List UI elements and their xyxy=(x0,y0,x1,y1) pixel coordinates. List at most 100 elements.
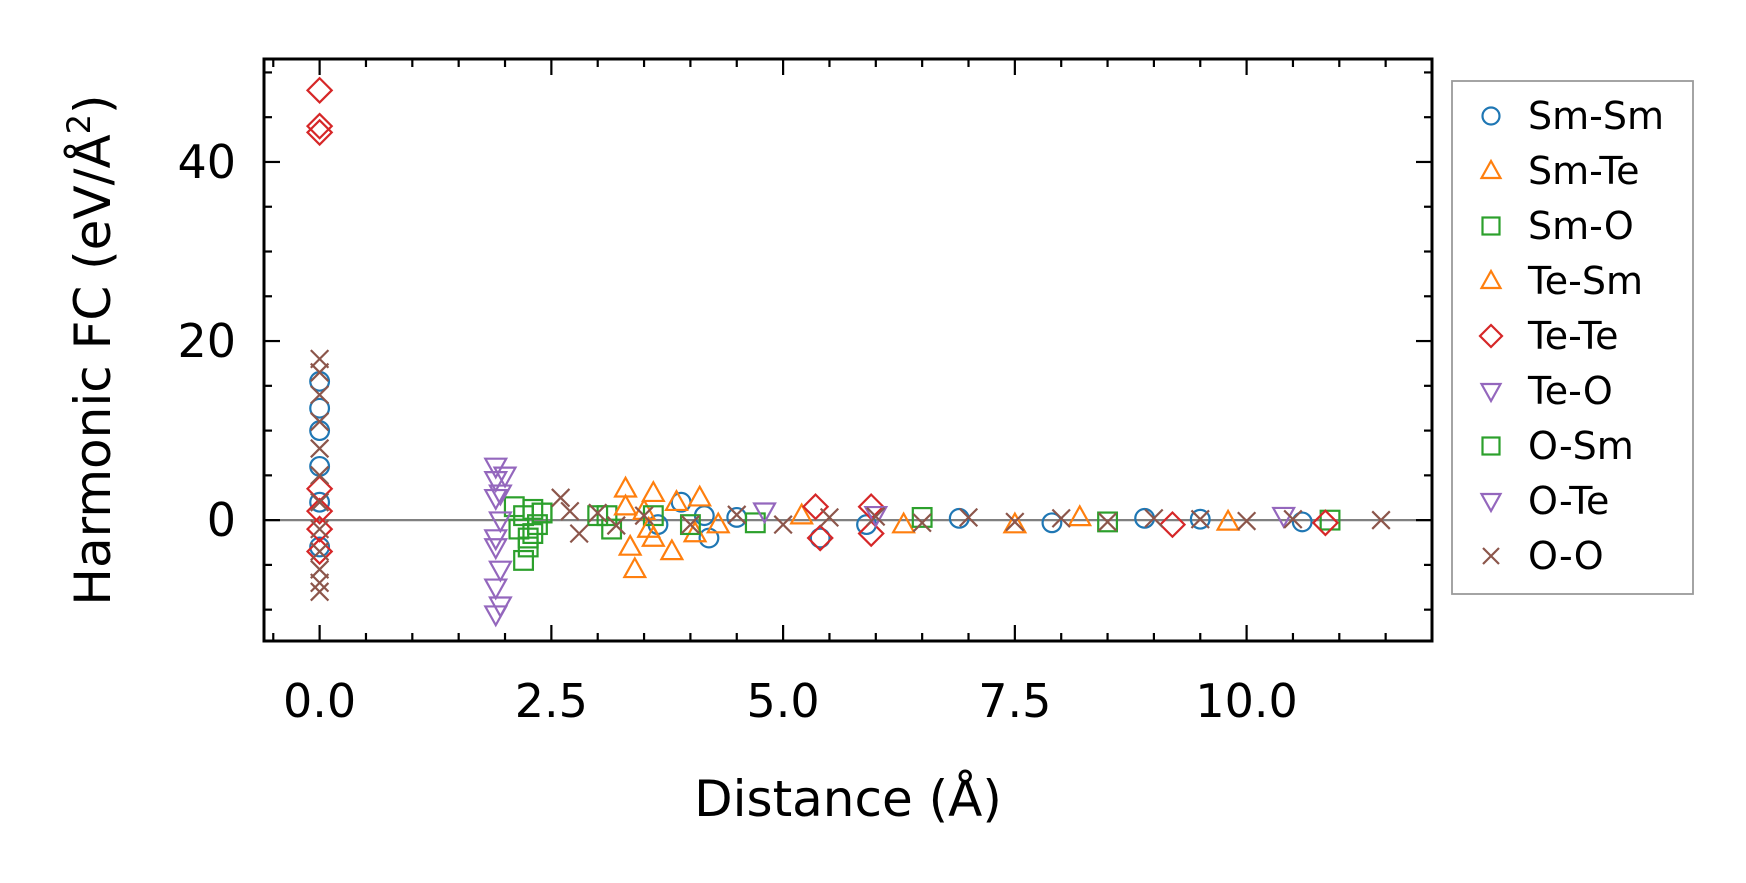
data-point xyxy=(606,515,626,536)
data-point xyxy=(617,533,643,556)
data-point xyxy=(1144,508,1164,528)
data-point xyxy=(912,513,932,533)
data-point xyxy=(634,506,654,526)
data-points xyxy=(305,76,1391,628)
data-point xyxy=(1097,511,1119,533)
data-point xyxy=(488,484,513,507)
data-point xyxy=(727,505,747,525)
legend-label: Sm-O xyxy=(1528,204,1634,248)
legend-label: O-Te xyxy=(1528,479,1609,523)
legend-marker xyxy=(1482,547,1500,565)
data-point xyxy=(679,514,701,536)
y-axis-label-tail: ) xyxy=(64,94,122,114)
data-point xyxy=(305,118,334,147)
data-point xyxy=(636,515,662,538)
data-point xyxy=(488,511,513,534)
data-point xyxy=(588,503,608,523)
data-point xyxy=(958,507,979,528)
data-point xyxy=(310,573,330,593)
y-axis-label-main: Harmonic FC (eV/Å xyxy=(64,134,122,605)
data-point xyxy=(1371,510,1391,530)
legend-marker xyxy=(1479,382,1503,404)
series-O-Te xyxy=(483,466,518,552)
legend-item: O-Sm xyxy=(1481,424,1634,468)
data-point xyxy=(1271,506,1297,529)
legend-label: Sm-Te xyxy=(1528,149,1640,193)
data-point xyxy=(1002,511,1028,534)
data-point xyxy=(1041,512,1063,534)
data-point xyxy=(483,538,509,561)
data-point xyxy=(1311,509,1340,537)
data-point xyxy=(551,488,571,508)
data-point xyxy=(789,502,814,525)
legend-label: Te-Te xyxy=(1527,314,1619,358)
plot-frame xyxy=(262,57,1434,643)
legend-item: Sm-Sm xyxy=(1481,94,1664,138)
data-point xyxy=(310,438,330,459)
legend-marker xyxy=(1481,106,1501,126)
y-tick-label: 40 xyxy=(177,135,236,189)
data-point xyxy=(911,506,933,528)
data-point xyxy=(587,505,609,527)
data-point xyxy=(773,515,793,535)
y-axis-label: Harmonic FC (eV/Å2) xyxy=(60,94,122,605)
legend-item: Sm-Te xyxy=(1479,149,1640,193)
legend-marker xyxy=(1479,268,1503,290)
x-tick-label: 0.0 xyxy=(283,674,356,728)
data-point xyxy=(1158,510,1187,539)
legend-item: Te-O xyxy=(1479,369,1613,413)
data-point xyxy=(310,385,330,405)
data-point xyxy=(687,484,713,507)
plot-background xyxy=(264,59,1432,641)
data-point xyxy=(569,523,589,544)
data-point xyxy=(1215,508,1241,531)
legend: Sm-Sm Sm-Te Sm-O Te-Sm Te-Te Te-O O-Sm O-Te O-O xyxy=(1451,80,1694,595)
data-point xyxy=(310,519,330,539)
legend-item: O-O xyxy=(1482,534,1604,578)
x-axis-label: Distance (Å) xyxy=(694,770,1002,828)
legend-label: Te-O xyxy=(1527,369,1613,413)
x-tick-label: 2.5 xyxy=(515,674,588,728)
data-point xyxy=(310,412,330,432)
x-tick-labels: 0.0 2.5 5.0 7.5 10.0 xyxy=(283,674,1298,728)
data-point xyxy=(863,505,889,529)
data-point xyxy=(310,559,330,579)
data-point xyxy=(659,538,685,561)
data-point xyxy=(310,541,330,562)
data-point xyxy=(522,523,544,545)
x-tick-label: 10.0 xyxy=(1195,674,1297,728)
data-point xyxy=(310,582,330,602)
data-point xyxy=(513,549,535,571)
data-point xyxy=(801,493,830,521)
data-point xyxy=(866,506,886,527)
data-point xyxy=(1067,504,1093,527)
series-O-O xyxy=(310,349,1391,602)
data-point xyxy=(310,362,330,382)
data-point xyxy=(752,502,777,525)
legend-label: O-O xyxy=(1528,534,1604,578)
axis-ticks xyxy=(264,59,1432,641)
data-point xyxy=(705,511,731,534)
x-tick-label: 5.0 xyxy=(747,674,820,728)
series-O-Sm xyxy=(522,502,701,545)
data-point xyxy=(613,493,638,516)
data-point xyxy=(305,497,334,525)
data-point xyxy=(1189,508,1211,530)
legend-marker xyxy=(1481,436,1501,456)
data-point xyxy=(806,524,834,552)
y-tick-label: 0 xyxy=(207,493,236,547)
legend-marker xyxy=(1481,216,1501,236)
y-tick-label: 20 xyxy=(177,314,236,368)
data-point xyxy=(309,397,331,419)
data-point xyxy=(483,578,509,601)
data-point xyxy=(305,76,334,104)
legend-label: Sm-Sm xyxy=(1528,94,1664,138)
data-point xyxy=(483,605,509,628)
legend-label: Te-Sm xyxy=(1527,259,1643,303)
data-point xyxy=(1291,511,1313,533)
data-point xyxy=(1097,512,1118,532)
data-point xyxy=(483,529,509,552)
data-point xyxy=(857,519,885,548)
data-point xyxy=(310,492,330,512)
legend-marker xyxy=(1478,323,1504,349)
